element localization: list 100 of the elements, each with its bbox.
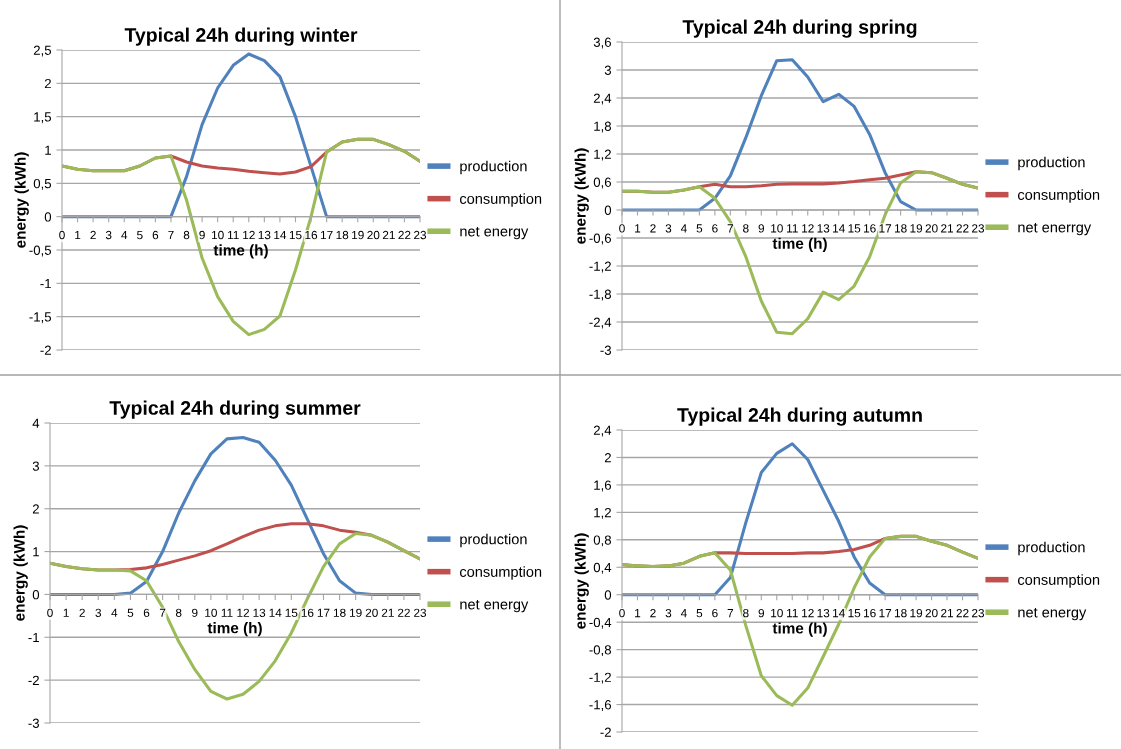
y-tick-label: 0,6 <box>593 177 612 189</box>
x-tick-label: 14 <box>269 608 282 617</box>
y-tick-label: -0,4 <box>589 617 612 629</box>
y-tick-label: 0 <box>44 212 52 222</box>
x-tick-label: 0 <box>619 608 625 618</box>
x-tick-label: 14 <box>833 224 845 233</box>
x-tick-label: 22 <box>397 608 410 617</box>
x-tick-label: 17 <box>320 230 333 240</box>
y-tick-label: 2 <box>604 453 611 463</box>
chart-title: Typical 24h during autumn <box>677 407 922 426</box>
x-tick-label: 19 <box>349 608 362 617</box>
x-tick-label: 2 <box>90 230 96 240</box>
x-tick-label: 1 <box>63 608 69 617</box>
y-tick-label: 2 <box>44 78 51 89</box>
y-tick-label: 0 <box>604 590 612 600</box>
x-tick-label: 10 <box>211 230 224 240</box>
x-tick-label: 2 <box>650 224 656 233</box>
chart-title: Typical 24h during spring <box>682 19 917 38</box>
y-tick-label: -1 <box>28 632 39 643</box>
x-tick-label: 1 <box>75 230 81 240</box>
y-tick-label: 1,2 <box>594 507 611 519</box>
x-tick-label: 6 <box>712 608 718 618</box>
x-tick-label: 2 <box>79 608 85 617</box>
legend-label: net enerrgy <box>1018 222 1092 236</box>
y-tick-label: -1 <box>40 279 51 289</box>
x-tick-label: 0 <box>619 224 625 233</box>
x-tick-label: 16 <box>863 608 876 618</box>
x-tick-label: 9 <box>199 230 205 240</box>
y-axis-title: energy (kWh) <box>574 533 589 629</box>
y-tick-label: 0 <box>604 205 612 215</box>
x-tick-label: 17 <box>317 608 330 617</box>
y-tick-label: 0,4 <box>593 562 612 574</box>
x-tick-label: 4 <box>111 608 118 617</box>
x-tick-label: 21 <box>381 608 394 617</box>
x-tick-label: 21 <box>382 230 395 240</box>
x-tick-label: 1 <box>635 224 641 233</box>
legend-label: net energy <box>460 599 529 613</box>
x-tick-label: 13 <box>817 224 830 233</box>
legend-label: consumption <box>1017 574 1100 588</box>
x-tick-label: 3 <box>665 224 672 233</box>
y-tick-label: 1 <box>45 145 51 155</box>
x-tick-label: 19 <box>352 230 364 240</box>
legend-label: production <box>1018 541 1085 556</box>
x-tick-label: 8 <box>183 230 190 240</box>
x-axis-title: time (h) <box>772 622 827 637</box>
y-tick-label: 1,8 <box>594 121 612 133</box>
x-tick-label: 13 <box>817 608 830 618</box>
x-tick-label: 12 <box>237 608 250 617</box>
legend-label: net energy <box>460 226 529 240</box>
x-tick-label: 23 <box>414 608 427 617</box>
legend-label: consumption <box>1017 189 1100 203</box>
legend-label: production <box>1018 156 1085 171</box>
x-tick-label: 23 <box>972 608 985 618</box>
x-tick-label: 16 <box>305 230 318 240</box>
x-tick-label: 18 <box>894 224 907 233</box>
x-tick-label: 11 <box>787 224 798 233</box>
x-tick-label: 8 <box>743 608 749 618</box>
y-tick-label: -2 <box>600 727 611 737</box>
x-tick-label: 11 <box>227 230 239 240</box>
x-tick-label: 7 <box>727 224 734 233</box>
x-tick-label: 10 <box>205 608 217 617</box>
y-tick-label: 4 <box>32 418 40 428</box>
x-tick-label: 0 <box>59 230 65 240</box>
y-tick-label: -1,5 <box>29 312 52 324</box>
x-tick-label: 12 <box>243 230 255 240</box>
legend-label: consumption <box>459 566 542 580</box>
x-tick-label: 20 <box>925 608 938 618</box>
x-tick-label: 15 <box>848 609 861 618</box>
y-tick-label: -0,8 <box>589 645 612 657</box>
x-axis-title: time (h) <box>772 237 827 252</box>
x-tick-label: 3 <box>665 608 672 618</box>
x-tick-label: 18 <box>336 230 349 240</box>
x-tick-label: 12 <box>802 224 814 233</box>
x-tick-label: 17 <box>879 224 892 233</box>
chart-title: Typical 24h during summer <box>109 400 361 419</box>
x-tick-label: 1 <box>635 609 641 618</box>
x-tick-label: 6 <box>712 224 718 233</box>
x-tick-label: 12 <box>802 608 814 618</box>
y-tick-label: -1,8 <box>589 289 612 301</box>
x-tick-label: 15 <box>848 224 861 233</box>
y-tick-label: -2,4 <box>589 317 612 329</box>
x-tick-label: 6 <box>143 608 150 617</box>
x-tick-label: 8 <box>743 224 749 233</box>
chart-title: Typical 24h during winter <box>124 27 358 46</box>
y-tick-label: -1,2 <box>589 261 611 273</box>
x-tick-label: 23 <box>972 224 985 233</box>
x-tick-label: 4 <box>680 224 687 233</box>
x-tick-label: 18 <box>333 608 346 617</box>
x-tick-label: 22 <box>398 230 411 240</box>
y-tick-label: 3 <box>604 65 611 75</box>
x-tick-label: 20 <box>367 230 380 240</box>
y-tick-label: -1,2 <box>589 672 611 684</box>
x-tick-label: 15 <box>285 608 298 617</box>
x-tick-label: 9 <box>758 608 765 618</box>
y-tick-label: 2,4 <box>593 93 612 105</box>
x-tick-label: 16 <box>301 608 314 617</box>
x-tick-label: 21 <box>941 224 954 233</box>
x-tick-label: 9 <box>758 224 765 233</box>
x-tick-label: 9 <box>192 608 198 617</box>
y-tick-label: -3 <box>28 718 39 728</box>
